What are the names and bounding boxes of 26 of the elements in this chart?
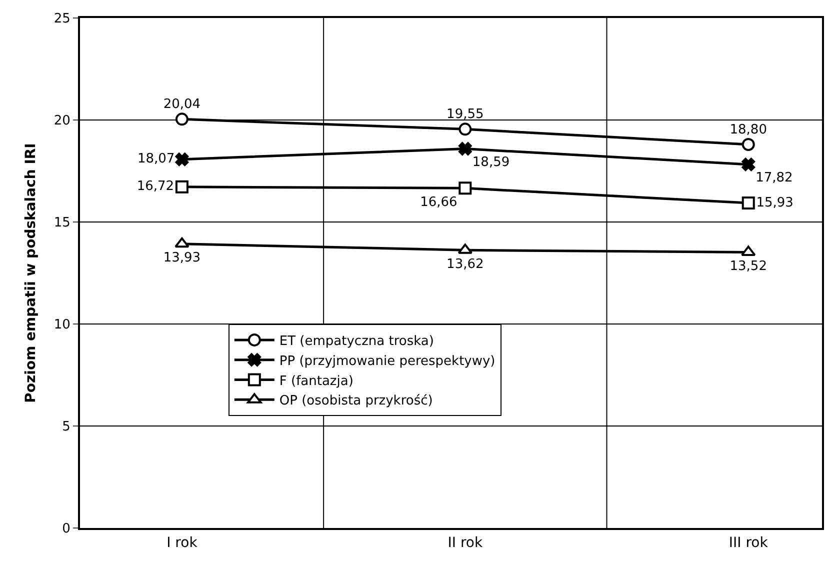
y-axis-title: Poziom empatii w podskalach IRI: [22, 143, 39, 403]
legend-label: OP (osobista przykrość): [279, 394, 433, 409]
y-tick-label: 20: [54, 114, 70, 129]
y-tick-label: 5: [62, 420, 70, 435]
legend-label: ET (empatyczna troska): [279, 334, 434, 350]
legend-label: F (fantazja): [279, 374, 354, 389]
x-tick-label: I rok: [166, 534, 198, 551]
y-tick-label: 15: [54, 216, 70, 231]
data-label: 13,93: [163, 250, 201, 266]
data-label: 20,04: [163, 97, 201, 112]
data-label: 16,72: [136, 179, 174, 194]
x-tick-label: II rok: [448, 534, 484, 551]
y-tick-label: 0: [62, 522, 70, 537]
data-label: 16,66: [420, 194, 458, 210]
x-tick-label: III rok: [728, 534, 769, 551]
data-label: 18,80: [730, 122, 767, 138]
data-label: 17,82: [756, 170, 793, 186]
data-label: 15,93: [756, 195, 794, 210]
y-tick-label: 25: [54, 12, 70, 27]
data-label: 13,62: [446, 256, 484, 272]
y-tick-label: 10: [54, 318, 70, 333]
data-label: 13,52: [730, 258, 767, 274]
data-label: 18,59: [472, 154, 510, 170]
legend-label: PP (przyjmowanie perespektywy): [279, 354, 496, 369]
data-label: 18,07: [137, 152, 175, 167]
data-label: 19,55: [446, 107, 484, 122]
